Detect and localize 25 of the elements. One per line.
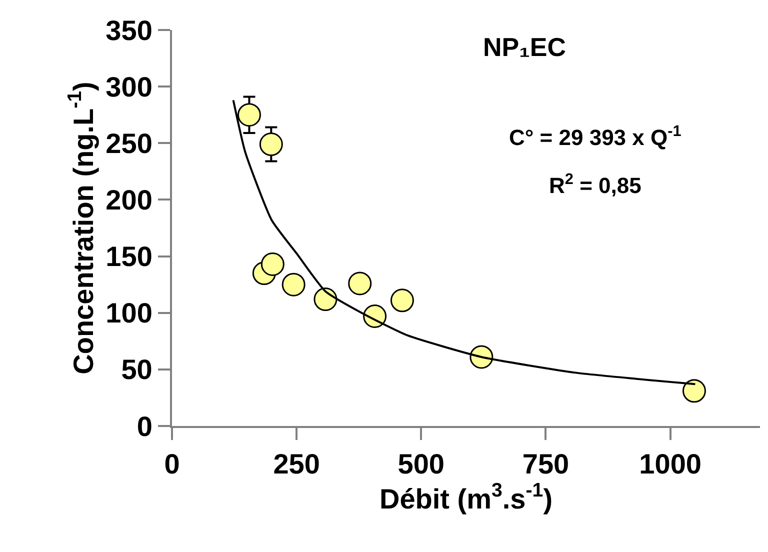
y-tick-label: 300 (106, 71, 152, 102)
point (260, 252, 284, 276)
x-tick-label: 0 (164, 448, 180, 480)
y-tick-label: 200 (106, 184, 152, 216)
point (390, 288, 414, 312)
point (314, 288, 338, 312)
annotation: R$^{2}$ = 0,85 (549, 171, 642, 198)
point (259, 132, 283, 156)
y-tick-label: 50 (121, 354, 152, 386)
y-tick-label: 250 (106, 128, 152, 159)
y-tick-label: 0 (136, 410, 152, 442)
point (348, 272, 372, 296)
x-tick-label: 500 (398, 448, 445, 480)
x-tick-label: 250 (273, 448, 320, 480)
x-tick-label: 1000 (639, 448, 702, 480)
x-axis-title: Débit (m$^{3}$.s$^{-1}$) (379, 480, 553, 514)
point (282, 272, 306, 296)
point (238, 103, 261, 127)
y-tick-label: 350 (106, 14, 152, 46)
point (682, 379, 706, 403)
y-tick-label: 100 (106, 298, 152, 329)
annotation: C° = 29 393 x Q$^{-1}$ (509, 123, 682, 150)
x-tick-label: 750 (522, 448, 570, 480)
y-tick-label: 150 (106, 241, 152, 272)
chart-title: NP₁EC (483, 32, 566, 62)
